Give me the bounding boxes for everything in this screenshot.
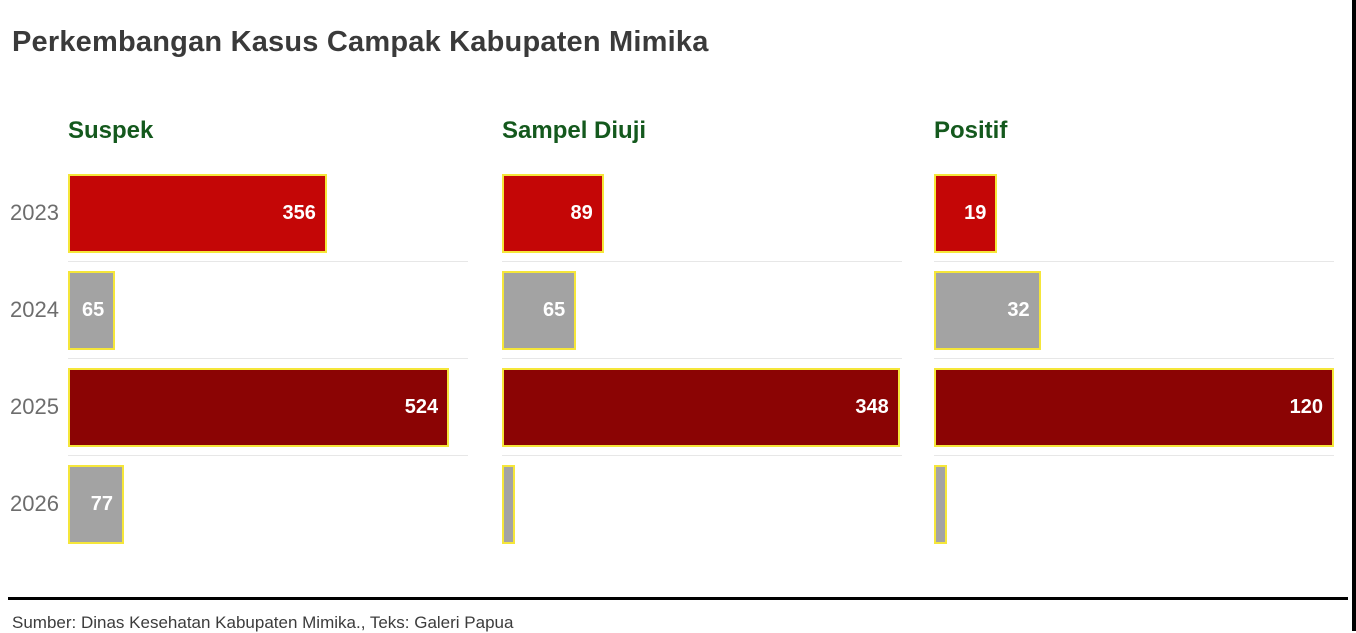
bar-sampel-diuji-2026: 10 [502, 465, 515, 544]
bar-positif-2024: 32 [934, 271, 1041, 350]
bar-sampel-diuji-2025: 348 [502, 368, 900, 447]
bar-sampel-diuji-2024: 65 [502, 271, 576, 350]
bar-value: 65 [543, 299, 565, 322]
panel-header-suspek: Suspek [68, 59, 468, 165]
bar-cell: 89 [502, 165, 902, 262]
bar-suspek-2025: 524 [68, 368, 449, 447]
spacer [902, 456, 934, 552]
bar-suspek-2024: 65 [68, 271, 115, 350]
bar-positif-2025: 120 [934, 368, 1334, 447]
bar-cell: 0 [934, 456, 1334, 552]
bar-cell: 10 [502, 456, 902, 552]
year-label-2024: 2024 [10, 262, 68, 358]
chart-title: Perkembangan Kasus Campak Kabupaten Mimi… [0, 0, 1356, 59]
bar-cell: 348 [502, 359, 902, 456]
panel-header-positif: Positif [934, 59, 1334, 165]
bar-value: 524 [405, 396, 438, 419]
bar-cell: 77 [68, 456, 468, 552]
bar-positif-2026: 0 [934, 465, 947, 544]
bar-value: 0 [934, 493, 936, 516]
spacer [10, 59, 68, 165]
bar-cell: 19 [934, 165, 1334, 262]
bar-value: 120 [1290, 396, 1323, 419]
bar-positif-2023: 19 [934, 174, 997, 253]
spacer [902, 359, 934, 455]
panel-header-sampel-diuji: Sampel Diuji [502, 59, 902, 165]
spacer [468, 456, 502, 552]
bar-cell: 524 [68, 359, 468, 456]
spacer [468, 165, 502, 261]
spacer [902, 59, 934, 165]
bar-sampel-diuji-2023: 89 [502, 174, 604, 253]
bar-value: 65 [82, 299, 104, 322]
spacer [902, 262, 934, 358]
bar-value: 89 [570, 202, 592, 225]
year-label-2023: 2023 [10, 165, 68, 261]
source-caption: Sumber: Dinas Kesehatan Kabupaten Mimika… [0, 600, 1356, 633]
spacer [468, 262, 502, 358]
bar-cell: 65 [502, 262, 902, 359]
bar-cell: 32 [934, 262, 1334, 359]
bar-suspek-2023: 356 [68, 174, 327, 253]
bar-cell: 356 [68, 165, 468, 262]
spacer [468, 359, 502, 455]
spacer [902, 165, 934, 261]
bar-value: 77 [91, 493, 113, 516]
year-label-2026: 2026 [10, 456, 68, 552]
bar-value: 19 [964, 202, 986, 225]
bar-cell: 120 [934, 359, 1334, 456]
chart-area: Suspek Sampel Diuji Positif 2023 356 89 … [0, 59, 1356, 552]
bar-value: 348 [855, 396, 888, 419]
scrollbar[interactable] [1352, 0, 1356, 631]
bar-value: 356 [283, 202, 316, 225]
bar-cell: 65 [68, 262, 468, 359]
bar-value: 10 [502, 493, 504, 516]
year-label-2025: 2025 [10, 359, 68, 455]
spacer [468, 59, 502, 165]
bar-value: 32 [1007, 299, 1029, 322]
bar-suspek-2026: 77 [68, 465, 124, 544]
